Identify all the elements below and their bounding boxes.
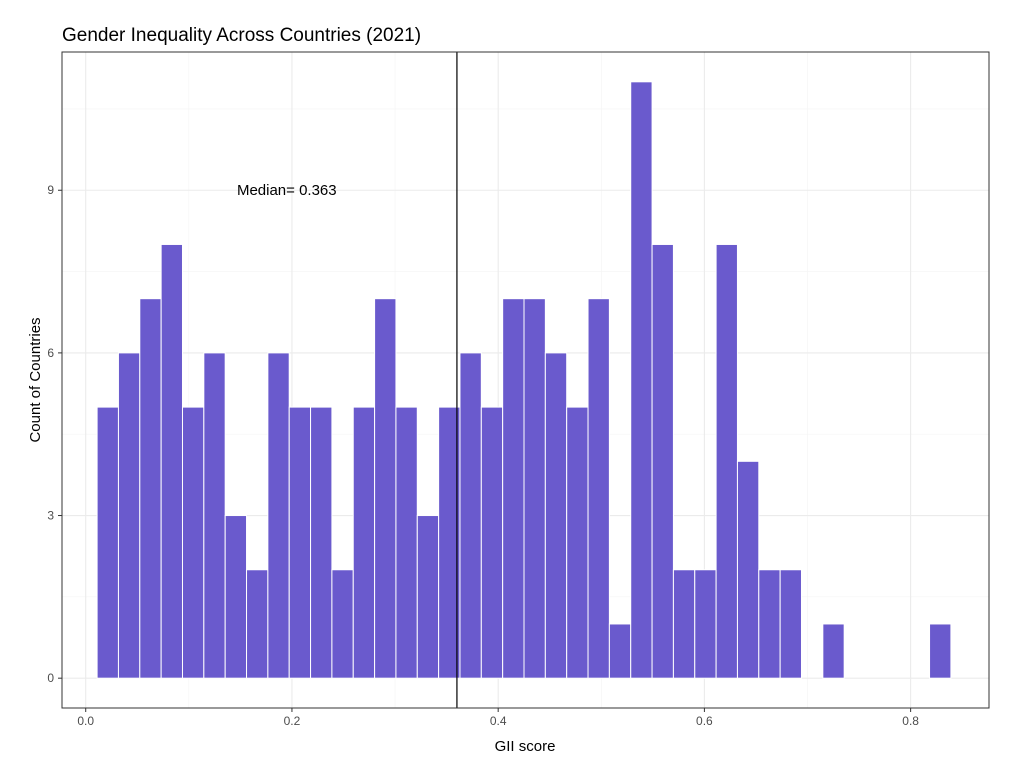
histogram-bar: [352, 406, 376, 679]
histogram-bar: [630, 81, 653, 679]
y-axis-title: Count of Countries: [27, 317, 44, 442]
x-tick-label: 0.6: [696, 714, 713, 728]
histogram-bar: [181, 406, 205, 679]
histogram-bar: [779, 569, 802, 679]
histogram-bar: [694, 569, 717, 679]
histogram-bar: [117, 352, 141, 679]
histogram-bar: [246, 569, 269, 679]
y-tick-label: 0: [47, 671, 54, 685]
histogram-bar: [374, 298, 397, 679]
x-tick-label: 0.2: [284, 714, 301, 728]
histogram-bar: [395, 406, 418, 679]
histogram-bar: [587, 298, 610, 679]
histogram-bar: [480, 406, 504, 679]
histogram-bar: [459, 352, 482, 679]
x-tick-label: 0.0: [77, 714, 94, 728]
histogram-bar: [715, 243, 738, 679]
histogram-bar: [736, 460, 760, 679]
x-tick-label: 0.8: [902, 714, 919, 728]
y-tick-label: 6: [47, 346, 54, 360]
histogram-bar: [416, 515, 440, 679]
histogram-bar: [224, 515, 248, 679]
x-tick-label: 0.4: [490, 714, 507, 728]
y-tick-label: 9: [47, 183, 54, 197]
histogram-bar: [96, 406, 119, 679]
histogram-bar: [523, 298, 546, 679]
histogram-bar: [608, 623, 632, 679]
histogram-bar: [160, 243, 183, 679]
histogram-bars: [96, 81, 952, 679]
histogram-bar: [822, 623, 845, 679]
histogram-bar: [331, 569, 354, 679]
histogram-bar: [544, 352, 568, 679]
histogram-bar: [310, 406, 333, 679]
histogram-bar: [651, 243, 674, 679]
histogram-bar: [758, 569, 781, 679]
median-annotation: Median= 0.363: [237, 182, 337, 199]
x-axis-title: GII score: [495, 738, 556, 755]
histogram-bar: [267, 352, 290, 679]
histogram-bar: [502, 298, 525, 679]
histogram-bar: [566, 406, 589, 679]
histogram-bar: [929, 623, 952, 679]
chart-title: Gender Inequality Across Countries (2021…: [62, 25, 421, 46]
histogram-bar: [203, 352, 226, 679]
histogram-bar: [139, 298, 162, 679]
histogram-bar: [288, 406, 312, 679]
histogram-bar: [672, 569, 696, 679]
y-tick-label: 3: [47, 509, 54, 523]
x-axis: 0.0 0.2 0.4 0.6 0.8: [77, 708, 919, 728]
plot-panel-border: [61, 51, 990, 709]
y-axis: 0 3 6 9: [47, 183, 62, 685]
